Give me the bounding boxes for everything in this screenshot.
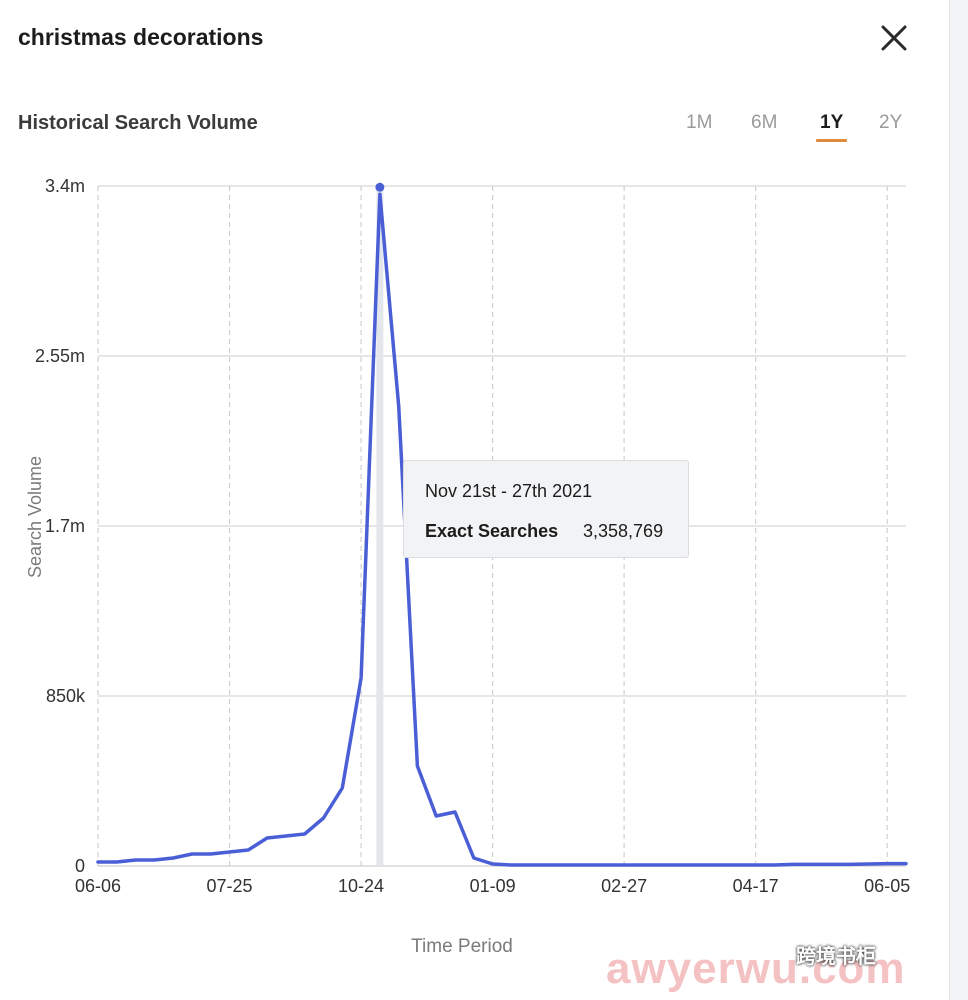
watermark-badge: 跨境书柜 [796,946,876,968]
x-tick-label: 06-06 [75,876,121,896]
x-tick-label: 04-17 [733,876,779,896]
tooltip-value: 3,358,769 [583,521,664,541]
highlighted-point [375,182,385,192]
page-title: christmas decorations [18,24,264,50]
y-tick-label: 850k [46,686,86,706]
range-tab-1m[interactable]: 1M [686,112,713,133]
y-tick-label: 0 [75,856,85,876]
y-axis-ticks: 0 850k 1.7m 2.55m 3.4m [35,176,86,876]
x-tick-label: 06-05 [864,876,910,896]
y-axis-label: Search Volume [25,456,45,578]
close-icon [881,25,907,51]
range-tab-6m[interactable]: 6M [751,112,778,133]
y-tick-label: 3.4m [45,176,85,196]
range-tab-2y[interactable]: 2Y [879,112,903,133]
close-button[interactable] [876,20,912,56]
y-tick-label: 2.55m [35,346,85,366]
x-tick-label: 01-09 [470,876,516,896]
watermark-text: awyerwu.com [606,944,906,993]
x-tick-label: 10-24 [338,876,384,896]
chart-tooltip: Nov 21st - 27th 2021 Exact Searches 3,35… [403,460,689,558]
x-axis-label: Time Period [411,936,513,957]
scrollbar-track[interactable] [949,0,968,1000]
x-tick-label: 02-27 [601,876,647,896]
range-tabs: 1M 6M 1Y 2Y [672,112,922,152]
tooltip-label: Exact Searches [425,521,559,541]
range-tab-1y[interactable]: 1Y [815,112,848,142]
tooltip-date: Nov 21st - 27th 2021 [425,481,593,501]
chart-series [96,182,908,867]
series-line [96,192,908,867]
y-tick-label: 1.7m [45,516,85,536]
x-tick-label: 07-25 [207,876,253,896]
section-title: Historical Search Volume [18,112,258,134]
x-axis-ticks: 06-06 07-25 10-24 01-09 02-27 04-17 06-05 [75,876,910,896]
